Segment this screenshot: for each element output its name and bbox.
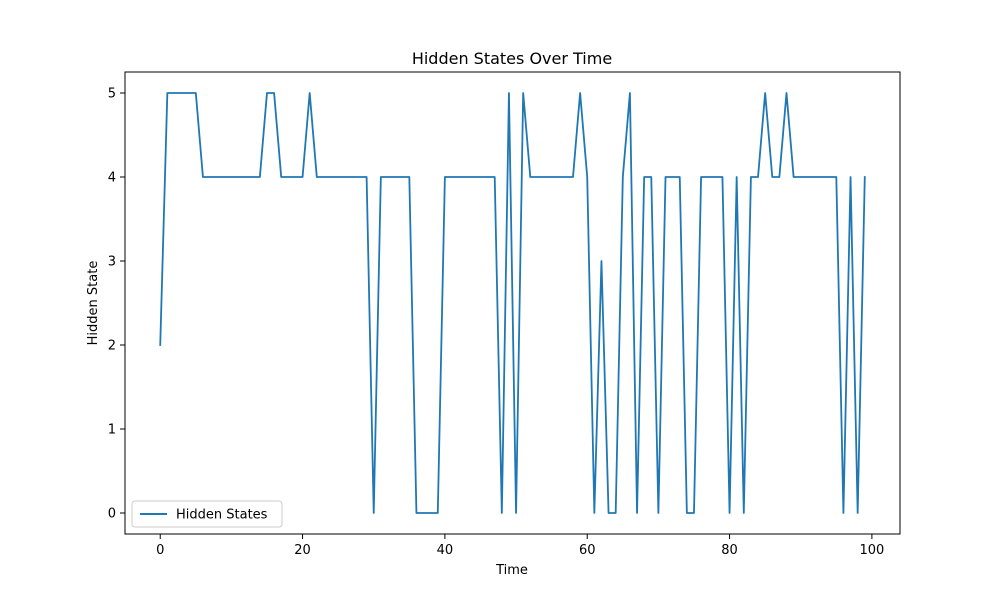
y-tick-label: 4 [108, 171, 116, 186]
x-tick-label: 40 [437, 543, 454, 558]
y-tick-label: 3 [108, 255, 116, 270]
x-axis-label: Time [495, 563, 528, 578]
axes-frame [124, 71, 901, 535]
x-tick-label: 0 [156, 543, 164, 558]
chart-title: Hidden States Over Time [412, 49, 612, 68]
y-tick-label: 1 [108, 423, 116, 438]
series-line-hidden-states [159, 92, 866, 514]
y-tick-label: 0 [108, 507, 116, 522]
y-tick-label: 2 [108, 339, 116, 354]
x-axis: 0 20 40 60 80 100 [156, 534, 884, 558]
x-tick-label: 100 [859, 543, 884, 558]
x-tick-label: 60 [579, 543, 596, 558]
legend-label: Hidden States [176, 508, 268, 523]
legend-box [131, 500, 283, 528]
legend: Hidden States [131, 500, 283, 528]
y-axis-label: Hidden State [86, 261, 101, 346]
y-axis: 0 1 2 3 4 5 [108, 87, 125, 522]
y-tick-label: 5 [108, 87, 116, 102]
x-tick-label: 20 [294, 543, 311, 558]
series-layer [159, 92, 866, 514]
x-tick-label: 80 [721, 543, 738, 558]
